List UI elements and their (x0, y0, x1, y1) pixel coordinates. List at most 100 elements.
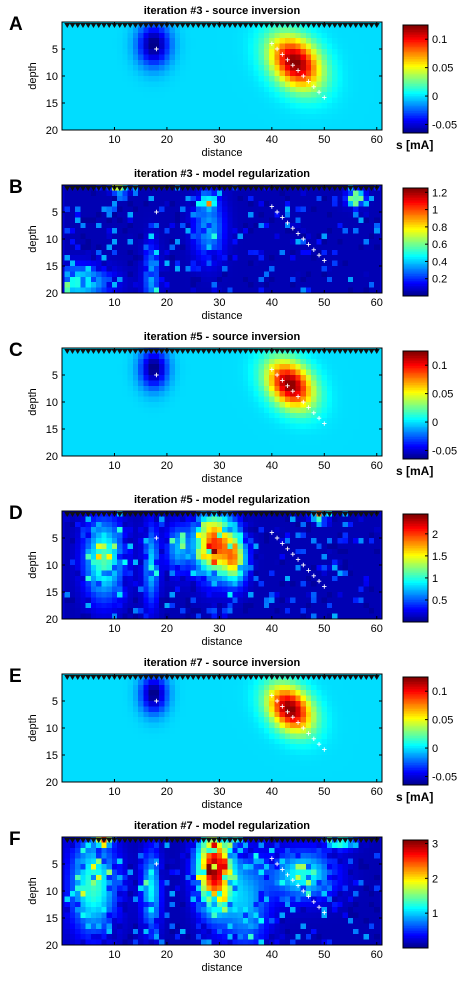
heatmap-cell (290, 402, 297, 408)
heatmap-cell (274, 429, 281, 435)
heatmap-cell (284, 217, 291, 224)
heatmap-cell (195, 190, 202, 197)
heatmap-cell (96, 97, 102, 104)
source-marker (274, 372, 280, 378)
heatmap-cell (190, 119, 197, 126)
heatmap-cell (159, 206, 165, 213)
heatmap-cell (232, 543, 239, 550)
heatmap-cell (311, 538, 318, 544)
heatmap-cell (232, 554, 239, 561)
heatmap-cell (300, 364, 307, 371)
colorbar-swatch (403, 357, 428, 361)
heatmap-cell (90, 364, 97, 371)
heatmap-cell (96, 249, 102, 256)
heatmap-cell (201, 532, 207, 539)
heatmap-cell (190, 532, 197, 539)
heatmap-cell (232, 385, 239, 392)
electrode-marker (253, 186, 260, 191)
heatmap-cell (248, 396, 255, 403)
heatmap-cell (85, 527, 92, 534)
heatmap-cell (248, 49, 255, 55)
heatmap-cell (284, 222, 291, 229)
heatmap-cell (337, 222, 344, 229)
heatmap-cell (290, 548, 297, 555)
heatmap-cell (263, 43, 270, 50)
heatmap-cell (180, 103, 186, 109)
heatmap-cell (169, 113, 176, 120)
heatmap-cell (368, 575, 375, 582)
heatmap-cell (75, 212, 81, 218)
heatmap-cell (127, 228, 134, 235)
heatmap-cell (211, 559, 218, 566)
heatmap-cell (201, 516, 207, 523)
heatmap-cell (143, 249, 150, 256)
colorbar-swatch (403, 356, 428, 359)
heatmap-cell (222, 222, 228, 229)
heatmap-cell (342, 554, 349, 561)
heatmap-cell (64, 244, 71, 251)
heatmap-cell (159, 217, 165, 224)
heatmap-cell (201, 581, 207, 588)
colorbar-swatch (403, 203, 428, 206)
heatmap-cell (122, 429, 129, 435)
heatmap-cell (111, 65, 118, 72)
heatmap-cell (143, 206, 150, 213)
heatmap-cell (153, 581, 160, 588)
heatmap-cell (242, 559, 249, 566)
heatmap-cell (169, 49, 176, 55)
heatmap-cell (117, 575, 123, 582)
heatmap-cell (106, 412, 113, 419)
heatmap-cell (337, 287, 344, 294)
heatmap-cell (111, 559, 118, 566)
heatmap-cell (169, 396, 176, 403)
heatmap-cell (347, 554, 354, 561)
heatmap-cell (111, 527, 118, 534)
heatmap-cell (232, 222, 239, 229)
heatmap-cell (111, 282, 118, 289)
heatmap-cell (106, 103, 113, 109)
heatmap-cell (69, 385, 76, 392)
heatmap-cell (316, 65, 323, 72)
heatmap-cell (358, 445, 365, 452)
heatmap-cell (237, 228, 244, 235)
heatmap-cell (122, 70, 129, 77)
heatmap-cell (164, 206, 171, 213)
colorbar-swatch (403, 236, 428, 240)
heatmap-cell (353, 434, 359, 441)
heatmap-cell (284, 538, 291, 544)
heatmap-cell (295, 190, 302, 197)
heatmap-cell (117, 49, 123, 55)
heatmap-cell (263, 402, 270, 408)
colorbar-swatch (403, 443, 428, 447)
heatmap-cell (111, 575, 118, 582)
heatmap-cell (263, 358, 270, 365)
heatmap-cell (85, 353, 92, 360)
heatmap-cell (164, 516, 171, 523)
heatmap-cell (332, 385, 339, 392)
heatmap-cell (90, 81, 97, 88)
heatmap-cell (106, 59, 113, 66)
heatmap-cell (263, 450, 270, 457)
heatmap-cell (153, 233, 160, 240)
heatmap-cell (326, 364, 333, 371)
heatmap-cell (122, 222, 129, 229)
heatmap-cell (347, 276, 354, 283)
heatmap-cell (127, 190, 134, 197)
heatmap-cell (169, 434, 176, 441)
electrode-marker (242, 186, 249, 191)
heatmap-cell (106, 521, 113, 528)
heatmap-cell (326, 113, 333, 120)
source-marker (269, 41, 275, 46)
heatmap-cell (242, 212, 249, 218)
heatmap-cell (316, 565, 323, 571)
heatmap-cell (69, 276, 76, 283)
heatmap-cell (237, 249, 244, 256)
heatmap-cell (279, 369, 286, 376)
heatmap-cell (153, 554, 160, 561)
heatmap-cell (122, 521, 129, 528)
electrode-marker (85, 349, 92, 354)
heatmap-cell (358, 49, 365, 55)
heatmap-cell (75, 554, 81, 561)
heatmap-cell (138, 255, 144, 262)
